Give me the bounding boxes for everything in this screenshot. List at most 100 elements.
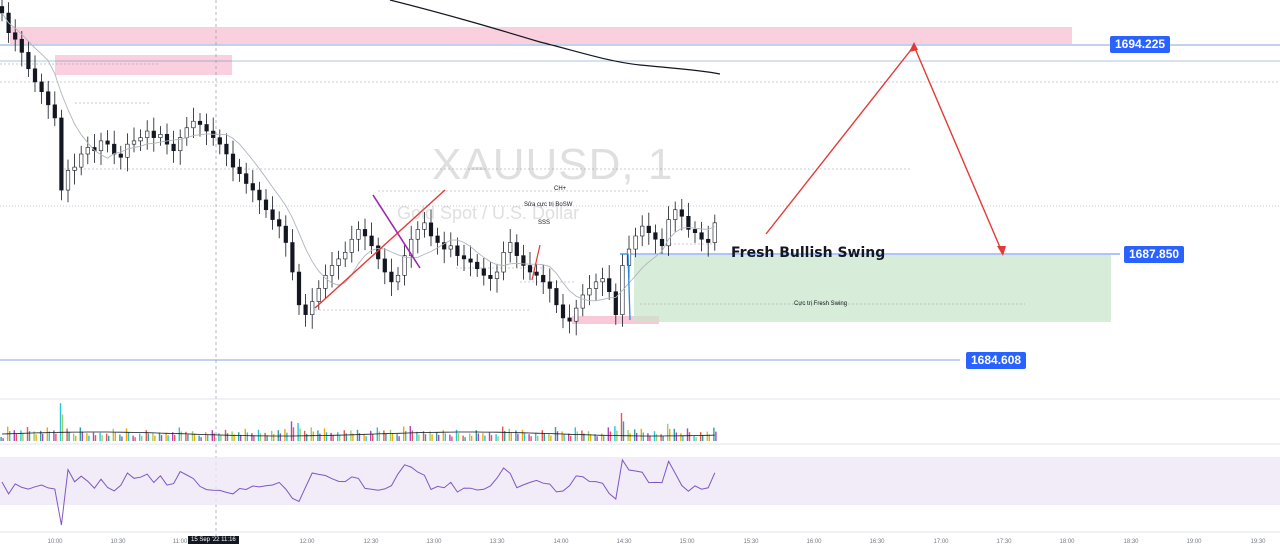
price-tag-1684[interactable]: 1684.608 bbox=[966, 352, 1027, 369]
volume-bar bbox=[330, 432, 332, 441]
volume-bar bbox=[372, 433, 374, 441]
x-tick-label: 12:00 bbox=[299, 539, 315, 545]
volume-bar bbox=[59, 403, 62, 441]
candle-body bbox=[521, 255, 526, 266]
volume-bar bbox=[515, 430, 517, 441]
candle-body bbox=[310, 301, 315, 315]
volume-bar bbox=[323, 428, 326, 441]
candle-body bbox=[442, 242, 447, 250]
candle-body bbox=[613, 291, 618, 315]
volume-bar bbox=[398, 436, 400, 441]
structure-line-red-small bbox=[531, 244, 541, 281]
candle-body bbox=[230, 153, 236, 168]
volume-bar bbox=[541, 430, 543, 441]
candle-body bbox=[653, 232, 658, 240]
volume-bar bbox=[233, 434, 235, 441]
volume-bar bbox=[257, 429, 260, 441]
volume-bar bbox=[702, 434, 704, 441]
volume-bar bbox=[363, 434, 365, 441]
candle-body bbox=[197, 120, 203, 125]
candle-body bbox=[626, 248, 632, 266]
volume-bar bbox=[457, 433, 460, 441]
projection-arrow-down bbox=[913, 45, 1003, 253]
fresh-bullish-swing-label[interactable]: Fresh Bullish Swing bbox=[731, 245, 886, 261]
volume-bar bbox=[108, 435, 110, 441]
volume-bar bbox=[88, 435, 90, 441]
volume-bar bbox=[530, 436, 532, 441]
volume-bar bbox=[429, 431, 431, 441]
x-tick-label: 11:00 bbox=[172, 539, 188, 545]
candle-body bbox=[65, 170, 71, 191]
volume-bar bbox=[713, 427, 715, 441]
volume-bar bbox=[231, 431, 233, 441]
volume-bar bbox=[442, 430, 444, 441]
volume-bar bbox=[352, 433, 354, 441]
volume-bar bbox=[508, 428, 510, 441]
volume-bar bbox=[488, 432, 491, 441]
candle-body bbox=[39, 81, 44, 93]
volume-bar bbox=[350, 430, 352, 441]
description-watermark: Gold Spot / U.S. Dollar bbox=[397, 203, 580, 223]
candle-body bbox=[389, 271, 394, 283]
volume-bar bbox=[561, 431, 563, 441]
structure-line-red bbox=[314, 189, 446, 309]
structure-line-blue bbox=[620, 253, 631, 321]
volume-bar bbox=[669, 428, 671, 441]
volume-bar bbox=[86, 433, 88, 441]
volume-bar bbox=[609, 431, 611, 441]
candle-body bbox=[554, 288, 559, 306]
volume-bar bbox=[81, 431, 83, 441]
candle-body bbox=[646, 225, 651, 233]
volume-bar bbox=[660, 434, 662, 441]
volume-bar bbox=[365, 436, 367, 441]
volume-bar bbox=[40, 430, 42, 441]
candle-body bbox=[85, 147, 90, 155]
volume-bar bbox=[92, 432, 95, 441]
candle-body bbox=[316, 288, 321, 302]
volume-bar bbox=[471, 435, 473, 441]
candle-body bbox=[171, 143, 176, 152]
candle-body bbox=[336, 258, 341, 266]
volume-bar bbox=[277, 430, 279, 441]
price-tag-1687[interactable]: 1687.850 bbox=[1124, 246, 1185, 263]
volume-bar bbox=[640, 428, 642, 441]
volume-bar bbox=[370, 430, 372, 441]
volume-bar bbox=[75, 435, 77, 441]
candle-body bbox=[138, 137, 143, 142]
ch-plus-label[interactable]: CH+ bbox=[554, 186, 567, 192]
candle-body bbox=[461, 255, 467, 260]
volume-bar bbox=[152, 433, 154, 441]
candle-body bbox=[356, 229, 361, 240]
bosw-label[interactable]: Sửa cực trị BoSW bbox=[524, 202, 573, 208]
volume-bar bbox=[174, 434, 176, 441]
volume-bar bbox=[649, 435, 651, 441]
volume-bar bbox=[436, 432, 438, 441]
ma-200-line bbox=[389, 0, 721, 75]
volume-bar bbox=[211, 430, 213, 441]
candle-body bbox=[369, 235, 374, 247]
candle-body bbox=[158, 134, 163, 138]
volume-bar bbox=[537, 435, 539, 441]
sss-label[interactable]: SSS bbox=[538, 220, 551, 226]
candle-body bbox=[184, 127, 189, 138]
volume-bar bbox=[389, 429, 392, 441]
volume-bar bbox=[200, 437, 202, 441]
candle-body bbox=[224, 143, 229, 155]
volume-bar bbox=[73, 433, 75, 441]
volume-bar bbox=[411, 430, 413, 441]
volume-bar bbox=[708, 434, 710, 441]
candle-body bbox=[19, 38, 24, 53]
volume-bar bbox=[0, 437, 2, 441]
volume-bar bbox=[686, 428, 689, 441]
fresh-swing-extreme-label[interactable]: Cực trị Fresh Swing bbox=[794, 301, 848, 307]
volume-bar bbox=[675, 432, 677, 441]
volume-bar bbox=[700, 432, 702, 441]
candle-body bbox=[191, 120, 196, 129]
candle-body bbox=[59, 117, 64, 191]
volume-bar bbox=[253, 435, 255, 441]
candle-body bbox=[587, 288, 592, 296]
volume-bar bbox=[251, 433, 253, 441]
price-tag-1694[interactable]: 1694.225 bbox=[1110, 36, 1171, 53]
candle-body bbox=[277, 219, 282, 227]
